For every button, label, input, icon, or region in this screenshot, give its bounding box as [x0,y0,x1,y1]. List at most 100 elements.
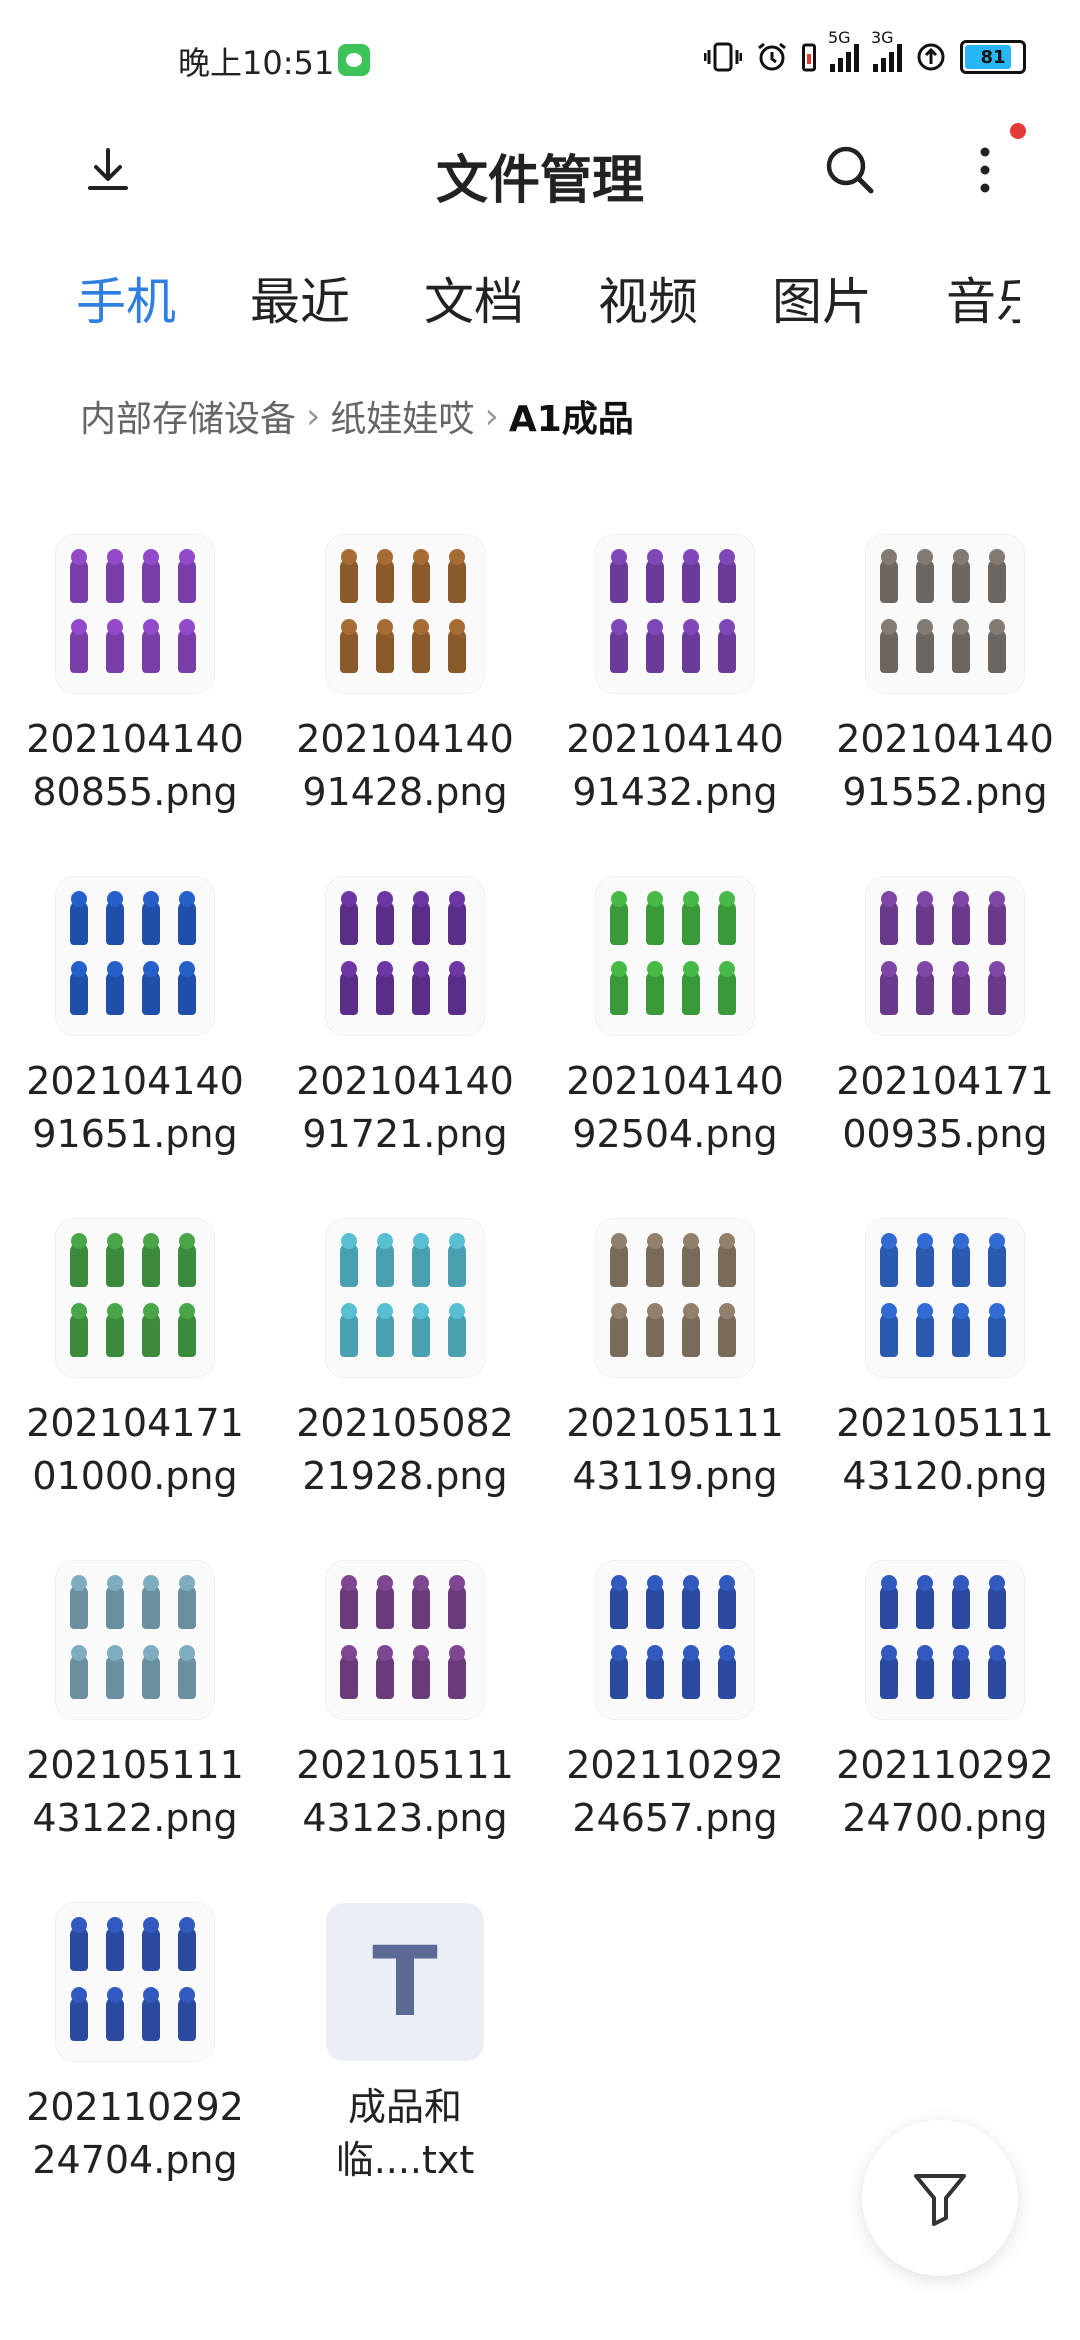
sprite-figure [106,971,124,1015]
image-thumbnail [56,1903,214,2061]
sprite-figure [376,1243,394,1287]
file-name: 202105111 43122.png [0,1739,270,1845]
sprite-figure [988,1243,1006,1287]
file-item[interactable]: 202105111 43119.png [540,1219,810,1503]
sprite-figure [70,1927,88,1971]
file-item[interactable]: 202104140 91428.png [270,535,540,819]
tab-images[interactable]: 图片 [772,273,872,331]
file-item[interactable]: 202104140 92504.png [540,877,810,1161]
file-name: 202105111 43120.png [810,1397,1080,1503]
search-icon[interactable] [820,140,880,200]
sprite-figure [448,1585,466,1629]
file-name: 202105111 43123.png [270,1739,540,1845]
file-item[interactable]: 202104171 00935.png [810,877,1080,1161]
file-item[interactable]: 202104140 91552.png [810,535,1080,819]
sprite-figure [718,1655,736,1699]
sprite-figure [682,1243,700,1287]
sprite-figure [880,971,898,1015]
vibrate-icon [704,42,742,72]
sprite-figure [142,1997,160,2041]
signal-5g-icon: 5G [828,28,859,72]
sprite-figure [376,1313,394,1357]
sprite-figure [646,901,664,945]
sprite-figure [952,559,970,603]
file-name-line-1: 202110292 [836,1743,1054,1787]
breadcrumb-internal-storage[interactable]: 内部存储设备 [80,399,297,440]
file-item[interactable]: 202104140 91432.png [540,535,810,819]
file-name-line-2: 91552.png [842,770,1048,814]
file-name-line-1: 202110292 [566,1743,784,1787]
file-name: 202104140 91432.png [540,713,810,819]
file-name-line-1: 202104140 [296,1059,514,1103]
sprite-figure [718,1243,736,1287]
sprite-figure [988,1585,1006,1629]
sprite-figure [916,901,934,945]
file-name-line-2: 43119.png [572,1454,778,1498]
file-item[interactable]: 202110292 24700.png [810,1561,1080,1845]
sprite-figure [988,1655,1006,1699]
file-item[interactable]: 202105111 43122.png [0,1561,270,1845]
sprite-figure [178,559,196,603]
notification-dot [1010,123,1026,139]
file-item[interactable]: 202105111 43120.png [810,1219,1080,1503]
sprite-figure [610,1655,628,1699]
file-name-line-2: 43123.png [302,1796,508,1840]
file-item[interactable]: 202104140 91651.png [0,877,270,1161]
tab-documents[interactable]: 文档 [424,273,524,331]
download-icon[interactable] [78,140,138,200]
sprite-figure [718,1313,736,1357]
sprite-figure [718,971,736,1015]
filter-icon [914,2174,966,2226]
sprite-figure [988,971,1006,1015]
sprite-figure [952,901,970,945]
tab-videos[interactable]: 视频 [598,273,698,331]
sprite-figure [610,559,628,603]
sprite-figure [952,971,970,1015]
image-thumbnail [596,877,754,1035]
sprite-figure [106,1243,124,1287]
filter-button[interactable] [862,2120,1018,2276]
sprite-figure [70,1243,88,1287]
sprite-figure [142,971,160,1015]
file-name: 202104140 91552.png [810,713,1080,819]
sprite-figure [448,629,466,673]
tab-music[interactable]: 音乐 [946,273,1020,331]
file-name: 成品和 临....txt [270,2081,540,2187]
file-item[interactable]: 202104140 91721.png [270,877,540,1161]
file-name-line-2: 24704.png [32,2138,238,2182]
alarm-icon [758,42,786,71]
battery-saver-icon [802,43,816,72]
image-thumbnail [326,1561,484,1719]
more-vertical-icon[interactable] [955,140,1015,200]
sprite-figure [106,1997,124,2041]
sprite-figure [448,971,466,1015]
file-name-line-1: 202105111 [296,1743,514,1787]
sprite-figure [682,1655,700,1699]
sprite-figure [106,1927,124,1971]
breadcrumb-folder[interactable]: 纸娃娃哎 [330,399,475,440]
image-thumbnail [326,1219,484,1377]
file-item[interactable]: 202110292 24657.png [540,1561,810,1845]
sprite-figure [880,629,898,673]
tab-recent[interactable]: 最近 [250,273,350,331]
image-thumbnail [56,877,214,1035]
image-thumbnail [326,877,484,1035]
sprite-figure [142,1927,160,1971]
chevron-right-icon: › [306,395,321,437]
battery-icon: 81 [960,40,1026,74]
sprite-figure [412,971,430,1015]
file-item[interactable]: 202110292 24704.png [0,1903,270,2187]
sprite-figure [610,1243,628,1287]
file-item[interactable]: 202105082 21928.png [270,1219,540,1503]
file-item[interactable]: 202104140 80855.png [0,535,270,819]
tab-phone[interactable]: 手机 [76,273,176,331]
file-item[interactable]: 202105111 43123.png [270,1561,540,1845]
sprite-figure [718,559,736,603]
sprite-figure [610,1313,628,1357]
file-item-txt[interactable]: T 成品和 临....txt [270,1903,540,2187]
sprite-figure [376,629,394,673]
sprite-figure [340,1313,358,1357]
file-name-line-1: 202104140 [836,717,1054,761]
file-name-line-2: 00935.png [842,1112,1048,1156]
file-item[interactable]: 202104171 01000.png [0,1219,270,1503]
